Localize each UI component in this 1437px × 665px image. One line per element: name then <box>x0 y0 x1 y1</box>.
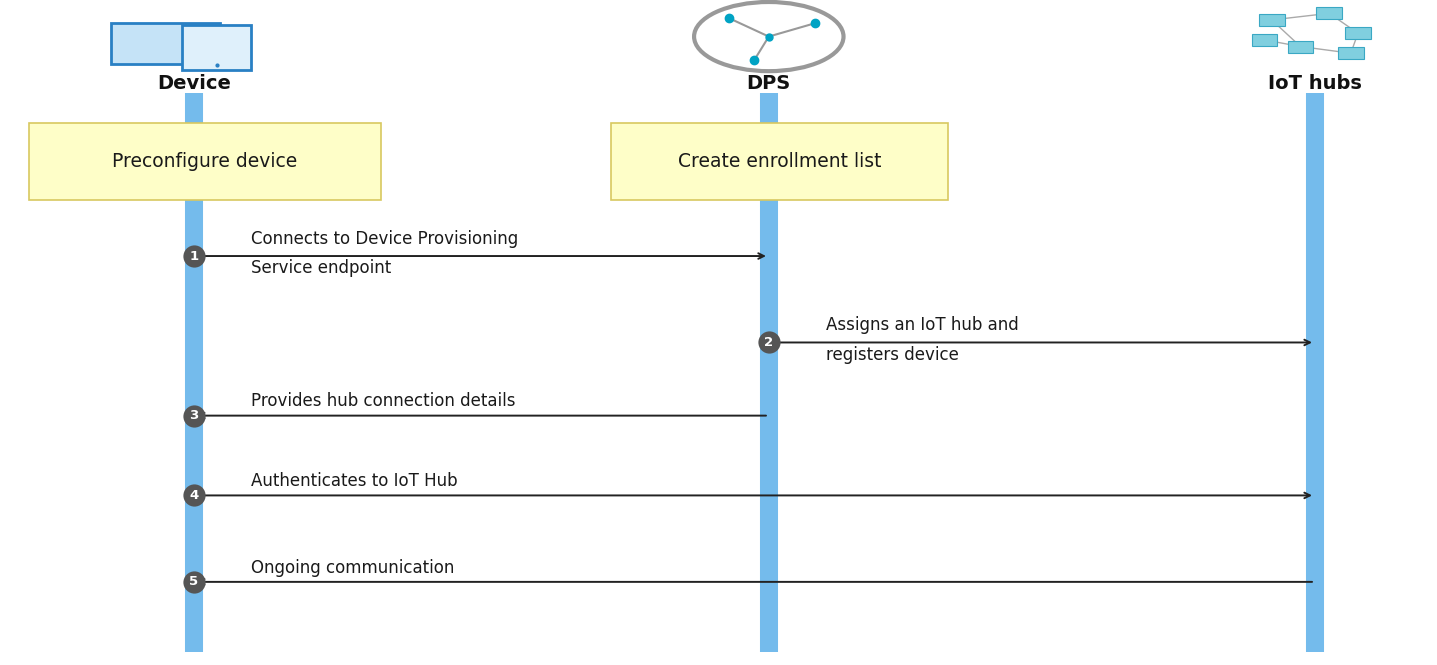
Text: 3: 3 <box>190 409 198 422</box>
FancyBboxPatch shape <box>1338 47 1364 59</box>
Text: DPS: DPS <box>747 74 790 92</box>
Text: 1: 1 <box>190 249 198 263</box>
Text: Service endpoint: Service endpoint <box>251 259 392 277</box>
Text: 4: 4 <box>190 489 198 502</box>
Text: registers device: registers device <box>826 346 958 364</box>
Text: Connects to Device Provisioning: Connects to Device Provisioning <box>251 230 519 248</box>
Text: Provides hub connection details: Provides hub connection details <box>251 392 516 410</box>
FancyBboxPatch shape <box>182 25 251 70</box>
Text: Assigns an IoT hub and: Assigns an IoT hub and <box>826 317 1019 334</box>
Text: IoT hubs: IoT hubs <box>1267 74 1362 92</box>
Text: Create enrollment list: Create enrollment list <box>678 152 881 171</box>
FancyBboxPatch shape <box>1316 7 1342 19</box>
Text: Authenticates to IoT Hub: Authenticates to IoT Hub <box>251 472 458 490</box>
Text: Preconfigure device: Preconfigure device <box>112 152 297 171</box>
FancyBboxPatch shape <box>1288 41 1313 53</box>
FancyBboxPatch shape <box>111 23 220 64</box>
FancyBboxPatch shape <box>1345 27 1371 39</box>
Text: Device: Device <box>157 74 231 92</box>
Text: Ongoing communication: Ongoing communication <box>251 559 456 577</box>
FancyBboxPatch shape <box>1252 34 1277 46</box>
Text: 5: 5 <box>190 575 198 589</box>
FancyBboxPatch shape <box>1259 14 1285 26</box>
Text: 2: 2 <box>764 336 773 349</box>
FancyBboxPatch shape <box>29 123 381 200</box>
FancyBboxPatch shape <box>611 123 948 200</box>
